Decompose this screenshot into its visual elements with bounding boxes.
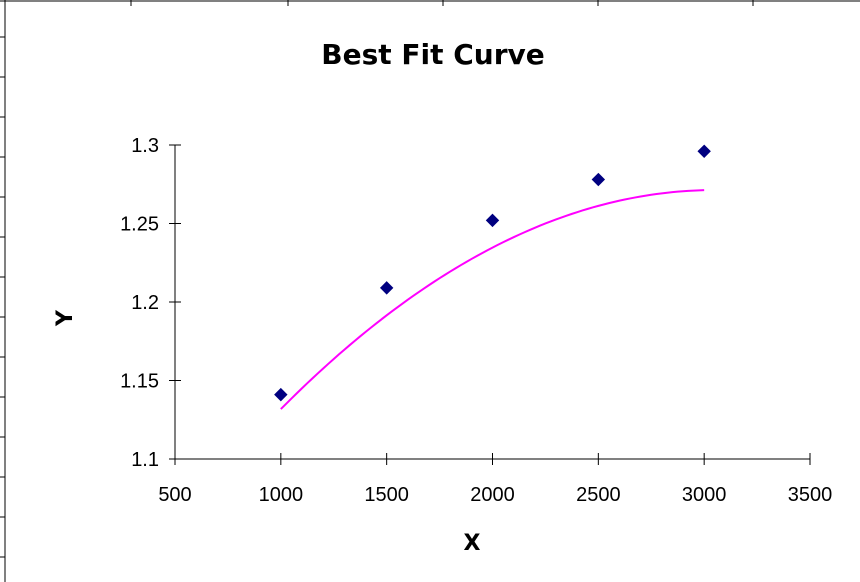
x-tick-label: 3000 <box>682 484 727 506</box>
chart-title: Best Fit Curve <box>321 38 545 71</box>
x-tick-label: 1000 <box>259 484 304 506</box>
x-tick-label: 2000 <box>470 484 515 506</box>
trendline-layer <box>280 189 705 410</box>
data-point <box>274 387 288 402</box>
x-tick-label: 3500 <box>788 484 833 506</box>
y-tick-label: 1.25 <box>120 214 159 236</box>
x-tick-label: 500 <box>158 484 191 506</box>
y-tick-label: 1.15 <box>120 371 159 393</box>
x-tick-label: 1500 <box>364 484 409 506</box>
trendline-curve <box>280 189 705 410</box>
data-point <box>379 281 394 295</box>
data-point <box>591 172 606 187</box>
y-tick-label: 1.3 <box>131 135 159 157</box>
y-tick-label: 1.1 <box>131 449 159 471</box>
y-tick-label: 1.2 <box>131 292 159 314</box>
data-point <box>697 144 711 158</box>
data-point <box>485 213 500 228</box>
points-layer <box>274 144 711 402</box>
y-axis-title: Y <box>53 309 78 327</box>
x-tick-label: 2500 <box>576 484 621 506</box>
x-axis-title: X <box>464 531 481 556</box>
axes: 500 1000 1500 2000 2500 3000 3500 1.1 1.15 1.2 1.2… <box>120 135 832 506</box>
